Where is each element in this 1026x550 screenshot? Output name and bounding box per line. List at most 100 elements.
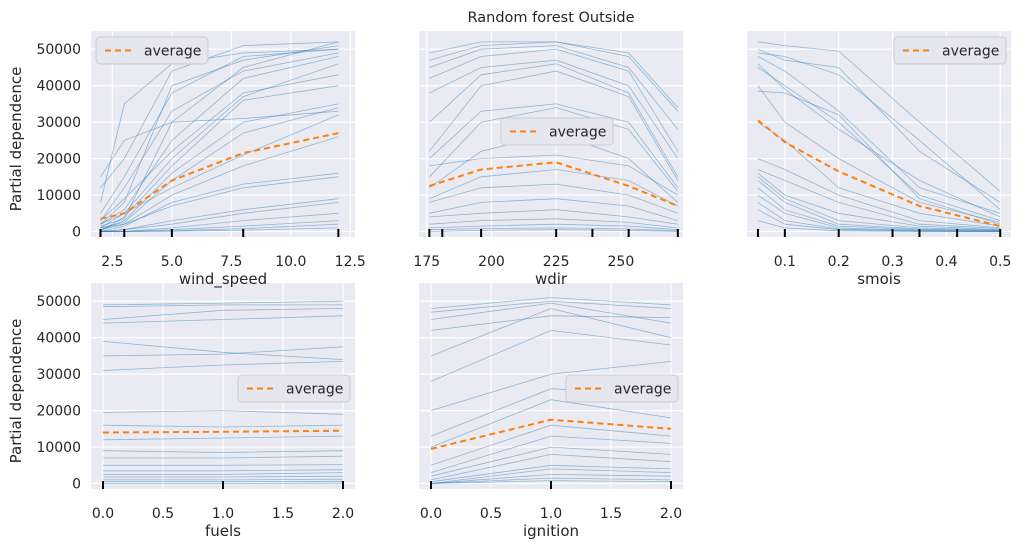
ice-line	[100, 63, 339, 229]
ice-line	[100, 48, 339, 214]
ice-line	[429, 63, 679, 178]
x-axis-label-ignition: ignition	[523, 522, 579, 540]
ice-line	[757, 85, 1001, 223]
ice-line	[429, 41, 679, 108]
panel-wind-speed: 0 10000 20000 30000 40000 50000 2.5 5.0 7.5 10.0 1…	[36, 31, 366, 270]
average-line	[100, 132, 339, 220]
average-line	[430, 418, 672, 450]
y-tick-label: 50000	[36, 294, 81, 310]
legend: average	[95, 36, 209, 65]
ice-line	[430, 464, 672, 483]
ice-line	[430, 435, 672, 473]
ice-line	[430, 473, 672, 484]
ice-line	[429, 183, 678, 214]
y-tick-label: 40000	[36, 79, 81, 95]
ice-line	[102, 304, 343, 308]
ice-line	[102, 361, 344, 371]
ice-line	[429, 103, 679, 189]
ice-line	[757, 48, 1001, 203]
legend-box	[893, 36, 1007, 65]
y-tick-label: 10000	[36, 440, 81, 456]
ice-line	[429, 41, 679, 112]
x-tick-label: 175	[413, 254, 440, 270]
y-tick-label: 0	[72, 225, 81, 241]
panel-wdir: 175 200 225 250 average	[413, 31, 683, 270]
y-tick-label: 0	[72, 477, 81, 493]
x-axis-label-wind-speed: wind_speed	[179, 270, 267, 289]
ice-lines	[102, 300, 344, 484]
ice-line	[757, 67, 1001, 221]
ice-line	[757, 158, 1001, 229]
ice-line	[102, 315, 344, 324]
x-axis-label-wdir: wdir	[535, 270, 568, 288]
x-tick-label: 2.5	[101, 254, 123, 270]
ice-line	[430, 361, 672, 411]
x-tick-label: 5.0	[161, 254, 183, 270]
legend-box	[237, 374, 351, 403]
ice-line	[757, 187, 1001, 232]
ice-line	[430, 302, 672, 324]
ice-line	[429, 209, 678, 225]
x-tick-label: 0.5	[989, 254, 1011, 270]
ice-line	[757, 52, 1001, 211]
ice-line	[429, 218, 678, 229]
ice-line	[100, 45, 339, 225]
legend: average	[500, 117, 614, 146]
x-tick-label: 0.3	[881, 254, 903, 270]
panel-smois: 0.1 0.2 0.3 0.4 0.5 average	[747, 31, 1011, 270]
x-tick-label: 2.0	[332, 506, 354, 522]
ice-line	[102, 346, 344, 357]
ice-line	[100, 198, 339, 232]
x-tick-label: 10.0	[275, 254, 306, 270]
legend-box	[95, 36, 209, 65]
ice-line	[429, 59, 679, 159]
panel-fuels: 0 10000 20000 30000 40000 50000 0.0 0.5 1.0 1.5 2.…	[36, 283, 355, 522]
average-line	[102, 429, 344, 434]
ice-line	[430, 308, 672, 357]
ice-line	[429, 70, 679, 181]
plot-background	[747, 31, 1011, 237]
ice-line	[103, 455, 344, 459]
x-tick-label: 7.5	[220, 254, 242, 270]
legend-box	[500, 117, 614, 146]
average-line	[429, 161, 679, 207]
ice-line	[103, 469, 344, 472]
ice-line	[100, 52, 339, 221]
x-tick-label: 0.5	[152, 506, 174, 522]
ice-line	[757, 56, 1001, 214]
ice-lines	[430, 297, 672, 484]
ice-line	[430, 453, 672, 481]
ice-line	[100, 103, 339, 231]
y-axis-label-bottom: Partial dependence	[7, 319, 25, 464]
ice-line	[757, 180, 1001, 231]
x-tick-label: 0.0	[420, 506, 442, 522]
ice-lines	[100, 41, 339, 232]
ice-line	[103, 464, 344, 466]
ice-line	[757, 63, 1001, 218]
ice-lines	[429, 41, 679, 232]
ice-line	[100, 41, 339, 227]
ice-line	[430, 297, 672, 309]
y-tick-label: 40000	[36, 331, 81, 347]
svg-text:Partial dependence: Partial dependence	[7, 319, 25, 464]
ice-line	[430, 399, 672, 448]
ice-line	[100, 56, 339, 225]
ice-line	[430, 424, 672, 466]
y-axis-label-top: Partial dependence	[7, 67, 25, 212]
x-tick-label: 1.5	[272, 506, 294, 522]
ice-line	[429, 223, 678, 231]
y-tick-label: 20000	[36, 404, 81, 420]
x-axis-label-smois: smois	[857, 270, 901, 288]
ice-line	[102, 424, 344, 428]
x-tick-label: 1.5	[600, 506, 622, 522]
panel-ignition: 0.0 0.5 1.0 1.5 2.0 average	[419, 283, 683, 522]
ice-line	[100, 202, 339, 232]
ice-line	[100, 114, 339, 225]
x-tick-label: 1.0	[212, 506, 234, 522]
ice-line	[757, 172, 1001, 231]
average-line	[757, 119, 1001, 228]
ice-line	[430, 329, 672, 382]
svg-text:Partial dependence: Partial dependence	[7, 67, 25, 212]
ice-line	[430, 480, 672, 484]
